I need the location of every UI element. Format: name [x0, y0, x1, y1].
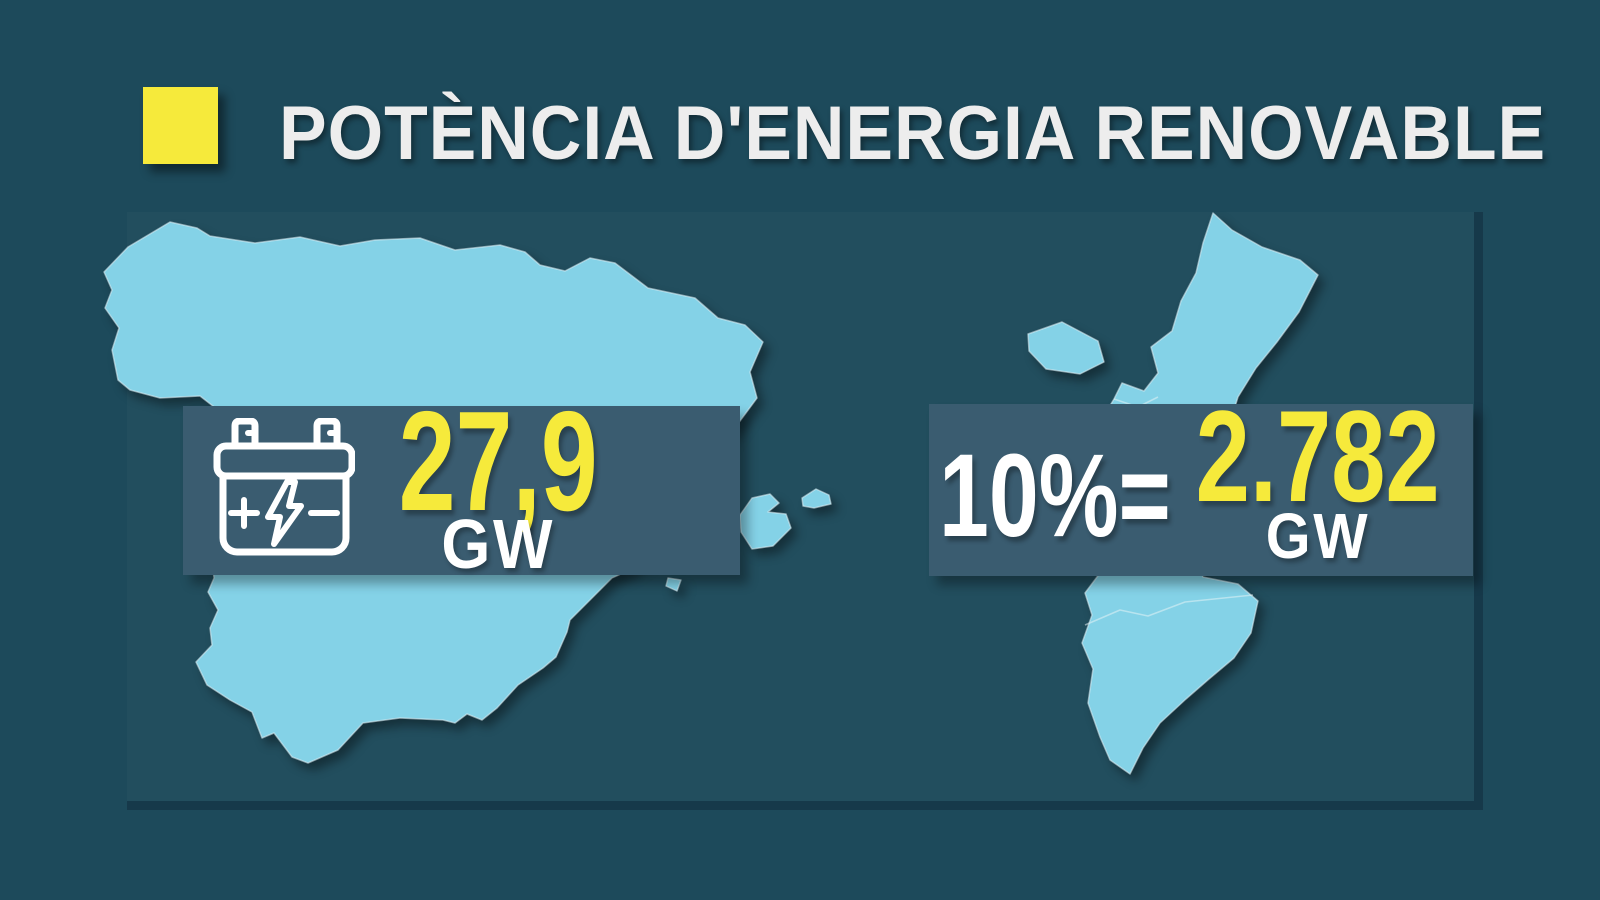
title-bullet-square	[143, 87, 218, 164]
background-panel	[127, 212, 1483, 810]
province-border-line-south	[1084, 594, 1254, 626]
spain-value-block: 27,9 GW	[383, 382, 613, 583]
lightning-bolt-icon	[265, 479, 304, 547]
valencia-value-block: 2.782 GW	[1173, 383, 1463, 572]
ibiza-island	[665, 577, 682, 592]
spain-capacity-value: 27,9	[398, 382, 598, 541]
menorca-island	[801, 488, 832, 509]
mallorca-island	[739, 493, 792, 550]
car-battery-icon	[213, 418, 355, 556]
rincon-de-ademuz-exclave	[1027, 321, 1105, 375]
valencia-callout-box: 10%= 2.782 GW	[929, 383, 1473, 576]
percentage-equals-label: 10%=	[939, 430, 1171, 562]
spain-callout-box: 27,9 GW	[183, 382, 740, 583]
valencia-capacity-unit: GW	[1265, 500, 1371, 572]
page-title: POTÈNCIA D'ENERGIA RENOVABLE	[279, 91, 1547, 176]
spain-capacity-unit: GW	[441, 505, 555, 583]
plus-symbol	[228, 497, 260, 529]
valencia-capacity-value: 2.782	[1196, 383, 1441, 529]
